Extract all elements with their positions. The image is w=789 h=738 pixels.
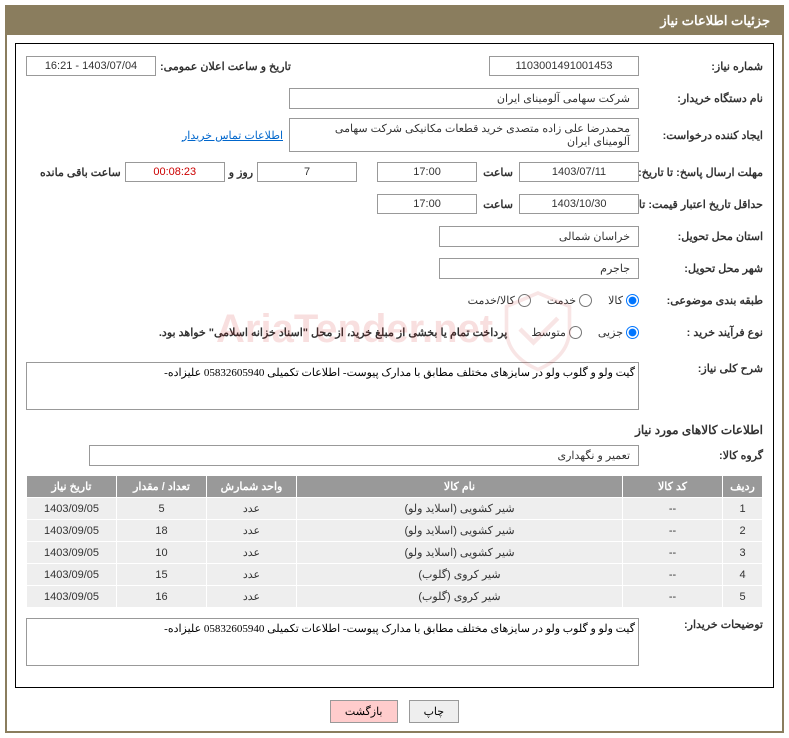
buyer-org-label: نام دستگاه خریدار:: [643, 92, 763, 105]
category-label: طبقه بندی موضوعی:: [643, 294, 763, 307]
validity-date: 1403/10/30: [519, 194, 639, 214]
table-row: 1--شیر کشویی (اسلاید ولو)عدد51403/09/05: [27, 498, 763, 520]
cell-unit: عدد: [207, 520, 297, 542]
province-label: استان محل تحویل:: [643, 230, 763, 243]
panel-title: جزئیات اطلاعات نیاز: [7, 7, 782, 35]
validity-label: حداقل تاریخ اعتبار قیمت: تا تاریخ:: [643, 198, 763, 211]
countdown: 00:08:23: [125, 162, 225, 182]
cell-unit: عدد: [207, 498, 297, 520]
cat-service-radio[interactable]: [579, 294, 592, 307]
cell-row: 3: [723, 542, 763, 564]
proc-partial-option[interactable]: جزیی: [598, 326, 639, 339]
days-count: 7: [257, 162, 357, 182]
time-label-1: ساعت: [483, 166, 513, 179]
cell-date: 1403/09/05: [27, 586, 117, 608]
goods-table: ردیف کد کالا نام کالا واحد شمارش تعداد /…: [26, 475, 763, 608]
cell-name: شیر کشویی (اسلاید ولو): [297, 542, 623, 564]
reply-time: 17:00: [377, 162, 477, 182]
cell-name: شیر کشویی (اسلاید ولو): [297, 498, 623, 520]
th-code: کد کالا: [623, 476, 723, 498]
proc-medium-radio[interactable]: [569, 326, 582, 339]
days-suffix: روز و: [229, 166, 253, 179]
city: جاجرم: [439, 258, 639, 279]
process-radios: جزیی متوسط: [519, 326, 639, 339]
cell-name: شیر کروی (گلوب): [297, 586, 623, 608]
cell-date: 1403/09/05: [27, 520, 117, 542]
reply-date: 1403/07/11: [519, 162, 639, 182]
cell-row: 1: [723, 498, 763, 520]
reply-deadline-label: مهلت ارسال پاسخ: تا تاریخ:: [643, 166, 763, 179]
buyer-org: شرکت سهامی آلومینای ایران: [289, 88, 639, 109]
cell-code: --: [623, 498, 723, 520]
cat-service-option[interactable]: خدمت: [547, 294, 592, 307]
goods-group-label: گروه کالا:: [643, 449, 763, 462]
table-row: 2--شیر کشویی (اسلاید ولو)عدد181403/09/05: [27, 520, 763, 542]
buyer-notes: [26, 618, 639, 666]
cell-unit: عدد: [207, 586, 297, 608]
th-qty: تعداد / مقدار: [117, 476, 207, 498]
validity-time: 17:00: [377, 194, 477, 214]
cell-code: --: [623, 520, 723, 542]
need-number-label: شماره نیاز:: [643, 60, 763, 73]
cell-unit: عدد: [207, 542, 297, 564]
requester: محمدرضا علی زاده متصدی خرید قطعات مکانیک…: [289, 118, 639, 152]
cell-code: --: [623, 542, 723, 564]
cell-unit: عدد: [207, 564, 297, 586]
panel-content: AriaTender.net شماره نیاز: 1103001491001…: [7, 35, 782, 731]
description-text: [26, 362, 639, 410]
cell-date: 1403/09/05: [27, 564, 117, 586]
desc-label: شرح کلی نیاز:: [643, 362, 763, 375]
cell-qty: 5: [117, 498, 207, 520]
back-button[interactable]: بازگشت: [330, 700, 398, 723]
th-name: نام کالا: [297, 476, 623, 498]
cell-code: --: [623, 586, 723, 608]
announce-label: تاریخ و ساعت اعلان عمومی:: [160, 60, 291, 73]
cell-row: 2: [723, 520, 763, 542]
category-radios: کالا خدمت کالا/خدمت: [456, 294, 639, 307]
cat-goods-service-radio[interactable]: [518, 294, 531, 307]
th-date: تاریخ نیاز: [27, 476, 117, 498]
details-box: AriaTender.net شماره نیاز: 1103001491001…: [15, 43, 774, 688]
city-label: شهر محل تحویل:: [643, 262, 763, 275]
goods-section-title: اطلاعات کالاهای مورد نیاز: [26, 423, 763, 437]
contact-link[interactable]: اطلاعات تماس خریدار: [182, 129, 283, 142]
cell-qty: 16: [117, 586, 207, 608]
table-row: 4--شیر کروی (گلوب)عدد151403/09/05: [27, 564, 763, 586]
requester-label: ایجاد کننده درخواست:: [643, 129, 763, 142]
cell-row: 5: [723, 586, 763, 608]
cell-qty: 10: [117, 542, 207, 564]
cell-row: 4: [723, 564, 763, 586]
cell-date: 1403/09/05: [27, 498, 117, 520]
main-panel: جزئیات اطلاعات نیاز AriaTender.net شماره…: [5, 5, 784, 733]
cell-code: --: [623, 564, 723, 586]
cell-name: شیر کروی (گلوب): [297, 564, 623, 586]
proc-partial-radio[interactable]: [626, 326, 639, 339]
print-button[interactable]: چاپ: [409, 700, 460, 723]
table-row: 5--شیر کروی (گلوب)عدد161403/09/05: [27, 586, 763, 608]
remaining-label: ساعت باقی مانده: [40, 166, 121, 179]
th-row: ردیف: [723, 476, 763, 498]
button-row: چاپ بازگشت: [15, 700, 774, 723]
cat-goods-radio[interactable]: [626, 294, 639, 307]
need-number: 1103001491001453: [489, 56, 639, 76]
time-label-2: ساعت: [483, 198, 513, 211]
th-unit: واحد شمارش: [207, 476, 297, 498]
cell-date: 1403/09/05: [27, 542, 117, 564]
cell-qty: 15: [117, 564, 207, 586]
table-row: 3--شیر کشویی (اسلاید ولو)عدد101403/09/05: [27, 542, 763, 564]
cat-goods-option[interactable]: کالا: [608, 294, 639, 307]
payment-note: پرداخت تمام یا بخشی از مبلغ خرید، از محل…: [159, 326, 507, 339]
cell-name: شیر کشویی (اسلاید ولو): [297, 520, 623, 542]
cat-goods-service-option[interactable]: کالا/خدمت: [468, 294, 531, 307]
announce-date: 1403/07/04 - 16:21: [26, 56, 156, 76]
province: خراسان شمالی: [439, 226, 639, 247]
cell-qty: 18: [117, 520, 207, 542]
buyer-notes-label: توضیحات خریدار:: [643, 618, 763, 631]
goods-group: تعمیر و نگهداری: [89, 445, 639, 466]
process-label: نوع فرآیند خرید :: [643, 326, 763, 339]
proc-medium-option[interactable]: متوسط: [531, 326, 582, 339]
